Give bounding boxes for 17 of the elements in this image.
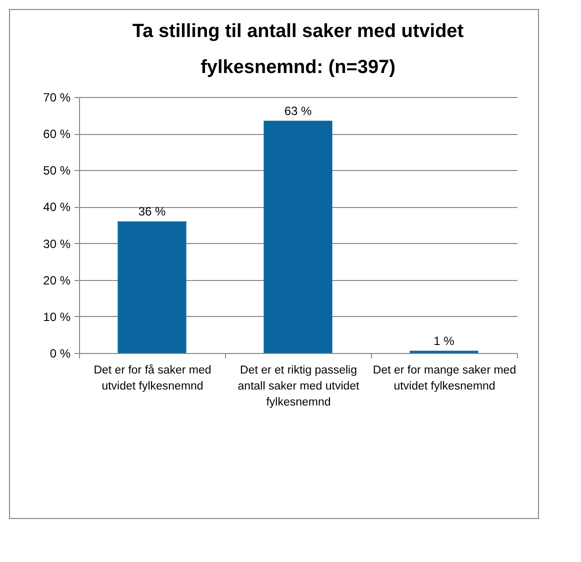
data-label: 1 % — [434, 334, 455, 348]
data-label: 36 % — [138, 204, 166, 218]
y-tick-label: 60 % — [43, 127, 71, 142]
chart-title: Ta stilling til antall saker med utvidet fylkesnemnd: (n=397) — [132, 21, 464, 78]
x-tick-label: Det er et riktig passelig antall saker med utvidet fylkesnemnd — [238, 364, 360, 408]
data-label: 63 % — [284, 104, 312, 118]
x-tick-label: Det er for mange saker med utvidet fylkesnemnd — [372, 364, 516, 392]
x-tick-label: Det er for få saker med utvidet fylkesnemnd — [94, 364, 212, 392]
bar — [118, 221, 186, 353]
bar — [264, 120, 332, 353]
y-tick-label: 40 % — [43, 200, 71, 214]
y-tick-label: 50 % — [43, 164, 71, 178]
y-tick-label: 20 % — [43, 273, 71, 288]
y-tick-label: 70 % — [43, 90, 71, 104]
y-tick-label: 30 % — [43, 236, 71, 251]
y-tick-label: 10 % — [43, 310, 71, 324]
y-tick-label: 0 % — [50, 346, 71, 360]
